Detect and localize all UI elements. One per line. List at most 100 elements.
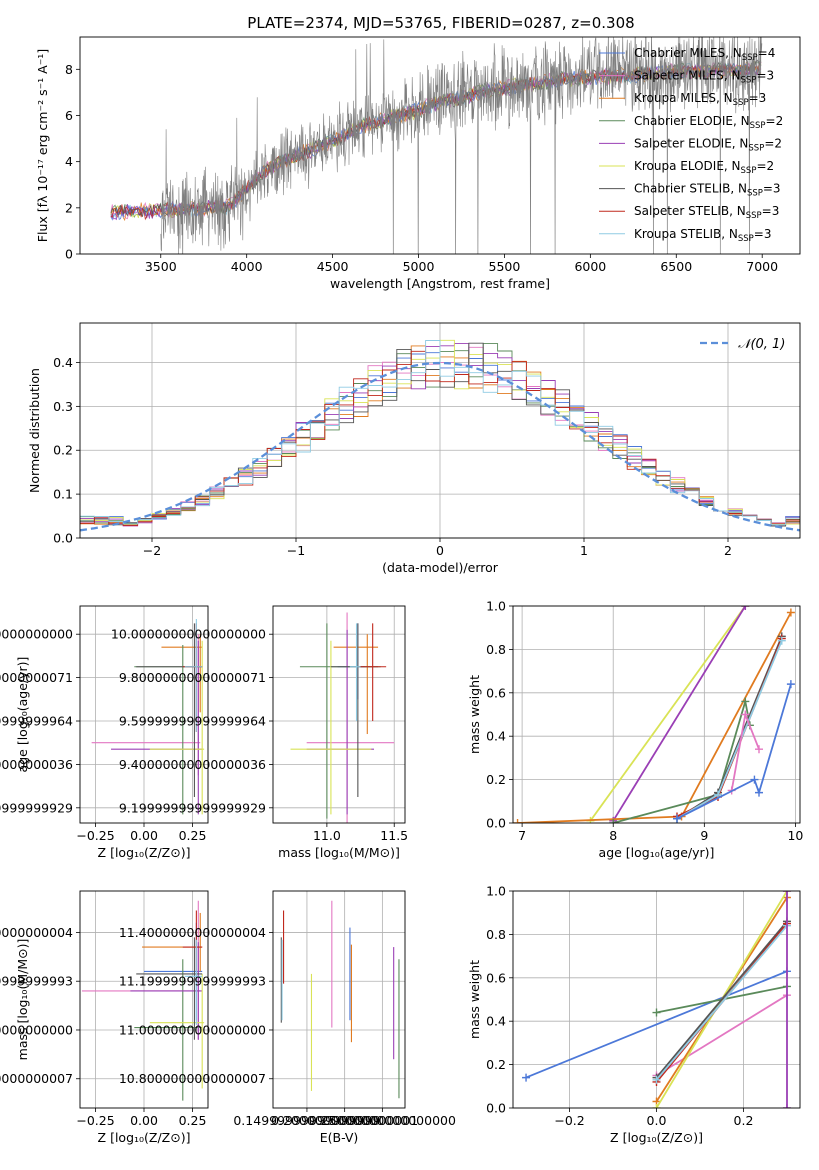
panel-weight_vs_Z: −0.2 0.0 0.2 0.0 0.2 0.4 0.6 0.8 1.0 Z [log₁₀(Z/Z…: [467, 884, 801, 1145]
point-marker: [786, 608, 795, 617]
histogram-chabrier-stelib: [80, 342, 800, 527]
x-axis-label: Z [log₁₀(Z/Z⊙)]: [610, 1130, 703, 1145]
x-tick-label: −2: [143, 543, 161, 558]
legend-entry: Salpeter STELIB, NSSP=3: [634, 204, 779, 221]
errorbar-kroupa-stelib: [184, 939, 203, 1026]
errorbar-salpeter-elodie: [306, 629, 375, 815]
plot-area-mass_vs_Z: [81, 900, 205, 1101]
y-tick-label: 0.4: [486, 1014, 506, 1029]
x-axis-label: Z [log₁₀(Z/Z⊙)]: [98, 1130, 191, 1145]
y-tick-label: 8: [65, 62, 73, 77]
x-tick-label: 7: [518, 828, 526, 843]
y-tick-label: 10.8000000000000007: [0, 1071, 73, 1086]
series-line: [612, 701, 751, 823]
x-tick-label: 0.0: [647, 1113, 667, 1128]
errorbar-chabrier-stelib: [330, 623, 379, 797]
errorbar-salpeter-miles: [91, 634, 201, 776]
point-marker: [522, 1073, 531, 1082]
axes-border: [79, 890, 209, 1109]
errorbar-salpeter-stelib: [359, 623, 387, 722]
legend-entry: Salpeter MILES, NSSP=3: [634, 69, 774, 86]
y-tick-label: 10.00000000000000000: [0, 627, 73, 642]
series-kroupa-stelib: [673, 636, 786, 823]
plot-area-age_vs_mass: [290, 612, 395, 823]
x-tick-label: 0.20000000000000001: [271, 1113, 418, 1128]
errorbar-kroupa-miles: [161, 634, 203, 713]
series-line: [655, 920, 788, 1079]
axes-border: [512, 605, 801, 824]
point-marker: [673, 814, 681, 823]
panel-mass_vs_ebv: 0.149999999999999990.200000000000000010.…: [119, 890, 456, 1145]
y-tick-label: 10.00000000000000000: [111, 627, 266, 642]
series-line: [612, 606, 747, 822]
y-axis-label: Normed distribution: [27, 368, 42, 493]
y-tick-label: 11.0000000000000000: [0, 1022, 73, 1037]
point-marker: [652, 1104, 661, 1108]
panel-age_vs_mass: 11.0 11.5 9.19999999999999929 9.40000000000…: [111, 605, 408, 860]
errorbar-chabrier-stelib: [136, 937, 203, 1040]
axes-border: [272, 605, 406, 824]
observed-spectrum: [160, 37, 763, 254]
y-tick-label: 0.4: [53, 355, 73, 370]
x-tick-label: 8: [609, 828, 617, 843]
y-tick-label: 10.8000000000000007: [119, 1071, 266, 1086]
y-axis-label: mass weight: [467, 675, 482, 754]
figure-title: PLATE=2374, MJD=53765, FIBERID=0287, z=0…: [247, 14, 634, 32]
axes-frame-residual_histogram: −2 −1 0 1 2 0.0 0.1 0.2 0.3 0.4 (data-model)/error…: [27, 322, 801, 575]
legend-entry: Chabrier STELIB, NSSP=3: [634, 182, 781, 199]
y-tick-label: 4: [65, 154, 73, 169]
plot-area-age_vs_Z: [91, 619, 205, 815]
y-tick-label: 0.0: [486, 1101, 506, 1116]
point-marker: [741, 606, 750, 610]
panel-age_vs_Z: −0.25 0.00 0.25 9.19999999999999929 9.400000…: [0, 605, 209, 860]
y-tick-label: 9.19999999999999929: [0, 800, 73, 815]
x-axis-label: mass [log₁₀(M/M⊙)]: [278, 845, 400, 860]
x-tick-label: 7000: [746, 259, 778, 274]
x-axis-label: Z [log₁₀(Z/Z⊙)]: [98, 845, 191, 860]
errorbar-kroupa-elodie: [149, 640, 205, 815]
axes-border: [79, 36, 801, 255]
x-tick-label: 5500: [489, 259, 521, 274]
x-axis-label: E(B-V): [320, 1130, 359, 1145]
y-tick-label: 0.1: [53, 487, 73, 502]
axes-border: [79, 605, 209, 824]
y-tick-label: 0.6: [486, 685, 506, 700]
y-axis-label: mass [log₁₀(M/M⊙)]: [15, 939, 30, 1061]
plot-area-weight_vs_Z: [522, 891, 791, 1108]
series-kroupa-elodie: [586, 606, 750, 823]
x-tick-label: 11.5: [380, 828, 408, 843]
plot-area-spectrum: [110, 37, 763, 254]
y-tick-label: 11.4000000000000004: [119, 925, 266, 940]
y-tick-label: 9.59999999999999964: [0, 714, 73, 729]
panel-residual_histogram: −2 −1 0 1 2 0.0 0.1 0.2 0.3 0.4 (data-model)/error…: [27, 322, 801, 575]
x-tick-label: 11.0: [313, 828, 341, 843]
series-chabrier-miles: [673, 680, 795, 823]
y-tick-label: 0.8: [486, 642, 506, 657]
y-tick-label: 9.19999999999999929: [119, 800, 266, 815]
point-marker: [782, 891, 791, 895]
errorbar-kroupa-stelib: [349, 623, 361, 722]
y-axis-label: age [log₁₀(age/yr)]: [15, 657, 30, 773]
x-tick-label: 2: [724, 543, 732, 558]
x-tick-label: 0: [436, 543, 444, 558]
axes-frame-age_vs_Z: −0.25 0.00 0.25 9.19999999999999929 9.400000…: [0, 605, 209, 860]
x-tick-label: 1: [580, 543, 588, 558]
point-marker: [755, 788, 763, 797]
x-tick-label: 0.00: [130, 1113, 158, 1128]
point-marker: [786, 680, 795, 689]
y-tick-label: 9.80000000000000071: [119, 670, 266, 685]
point-marker: [652, 1008, 661, 1017]
y-tick-label: 2: [65, 200, 73, 215]
series-kroupa-miles: [513, 608, 795, 823]
legend-entry: Chabrier MILES, NSSP=4: [634, 46, 775, 63]
axes-frame-spectrum: 3500 4000 4500 5000 5500 6000 6500 7000 0 2 4 6 8 wav…: [35, 36, 801, 291]
x-axis-label: age [log₁₀(age/yr)]: [599, 845, 715, 860]
x-tick-label: 9: [700, 828, 708, 843]
x-tick-label: −0.2: [554, 1113, 584, 1128]
axes-frame-mass_vs_Z: −0.25 0.00 0.25 10.8000000000000007 11.00000…: [0, 890, 209, 1145]
series-line: [525, 970, 788, 1079]
errorbar-kroupa-miles: [333, 634, 379, 735]
errorbar-chabrier-miles: [337, 623, 365, 700]
legend-spectrum: Chabrier MILES, NSSP=4 Salpeter MILES, NS…: [599, 46, 783, 244]
axes-frame-weight_vs_Z: −0.2 0.0 0.2 0.0 0.2 0.4 0.6 0.8 1.0 Z [log₁₀(Z/Z…: [467, 884, 801, 1145]
